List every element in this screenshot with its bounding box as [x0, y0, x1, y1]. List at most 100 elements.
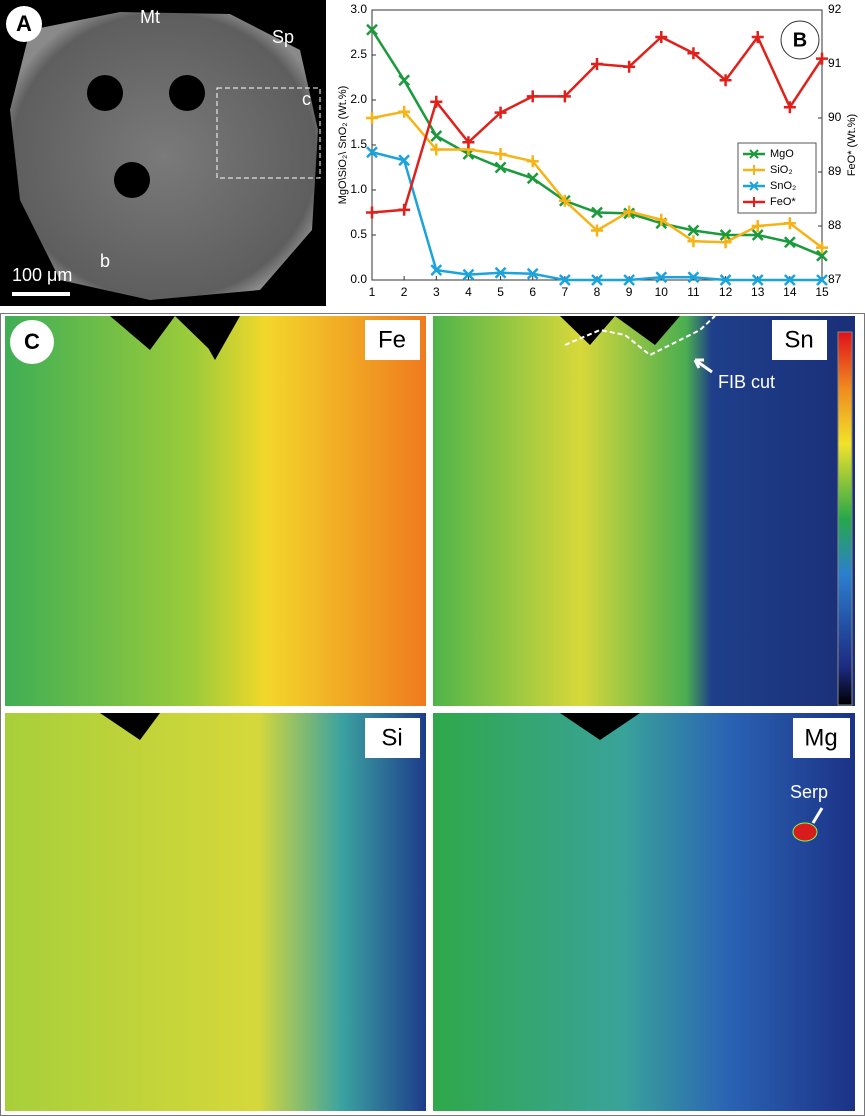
- legend-label: SnO₂: [770, 180, 796, 192]
- marker: [558, 90, 571, 103]
- marker: [783, 274, 796, 286]
- scale-bar: [12, 292, 70, 296]
- marker: [430, 95, 443, 108]
- annotation: Mt: [140, 7, 160, 27]
- legend-label: SiO₂: [770, 164, 793, 176]
- label-box: [793, 718, 850, 758]
- legend-marker: [749, 197, 759, 207]
- marker: [398, 203, 411, 216]
- serp-grain: [792, 822, 818, 842]
- marker: [783, 101, 796, 114]
- x-tick-label: 1: [369, 285, 376, 299]
- marker: [751, 31, 764, 43]
- x-tick-label: 14: [783, 285, 797, 299]
- pit: [87, 75, 123, 111]
- y2-tick-label: 88: [828, 218, 842, 232]
- void: [110, 316, 240, 360]
- marker: [719, 74, 732, 87]
- y-axis-label: MgO\SiO₂\ SnO₂ (Wt.%): [337, 86, 349, 205]
- marker: [494, 148, 507, 160]
- marker: [462, 136, 475, 149]
- panel-label: C: [24, 329, 40, 354]
- marker: [366, 146, 378, 159]
- pit: [114, 162, 150, 198]
- marker: [366, 112, 378, 124]
- map-sn: [433, 316, 855, 706]
- marker: [623, 60, 636, 73]
- y2-tick-label: 92: [828, 2, 842, 16]
- x-tick-label: 5: [497, 285, 504, 299]
- marker: [687, 47, 700, 60]
- marker: [655, 31, 668, 43]
- marker: [398, 105, 411, 118]
- x-tick-label: 11: [687, 285, 700, 299]
- marker: [687, 224, 700, 237]
- legend-label: FeO*: [770, 196, 796, 208]
- label-box: [365, 718, 420, 758]
- marker: [526, 155, 539, 168]
- panel-label: A: [16, 11, 32, 36]
- marker: [655, 271, 668, 284]
- y-tick-label: 0.5: [350, 227, 367, 241]
- void: [560, 316, 680, 345]
- x-tick-label: 4: [465, 285, 472, 299]
- y2-tick-label: 91: [828, 56, 842, 70]
- marker: [462, 268, 475, 281]
- marker: [558, 274, 571, 286]
- marker: [751, 274, 764, 286]
- marker: [816, 241, 828, 254]
- marker: [526, 90, 539, 103]
- marker: [558, 194, 571, 207]
- marker: [398, 74, 411, 87]
- map-mg: [433, 713, 855, 1111]
- marker: [687, 235, 700, 248]
- x-tick-label: 3: [433, 285, 440, 299]
- y2-tick-label: 90: [828, 110, 842, 124]
- marker: [591, 274, 603, 286]
- y2-tick-label: 89: [828, 164, 842, 178]
- x-tick-label: 15: [815, 285, 829, 299]
- marker: [430, 143, 443, 156]
- marker: [783, 217, 796, 230]
- pit: [169, 75, 205, 111]
- marker: [751, 220, 764, 232]
- marker: [719, 274, 732, 286]
- y-tick-label: 0.0: [350, 272, 367, 286]
- marker: [751, 229, 764, 241]
- legend-marker: [749, 165, 759, 175]
- marker: [655, 213, 668, 226]
- annotation: Serp: [790, 782, 828, 802]
- x-tick-label: 13: [751, 285, 765, 299]
- map-label: Mg: [804, 724, 837, 751]
- y2-tick-label: 87: [828, 272, 842, 286]
- map-label: Sn: [784, 326, 813, 353]
- arrow: [693, 358, 713, 374]
- marker: [783, 236, 796, 249]
- x-tick-label: 6: [529, 285, 536, 299]
- marker: [816, 52, 828, 65]
- y-tick-label: 3.0: [350, 2, 367, 16]
- marker: [591, 224, 603, 237]
- marker: [623, 205, 636, 218]
- y-tick-label: 2.5: [350, 47, 367, 61]
- marker: [591, 206, 603, 219]
- y-tick-label: 1.0: [350, 182, 367, 196]
- marker: [687, 271, 700, 284]
- color-bar: [837, 331, 853, 706]
- panel-badge: [10, 320, 54, 364]
- panel-badge: [780, 20, 820, 60]
- panel-label: B: [793, 29, 807, 51]
- marker: [623, 274, 636, 286]
- inset-box: [216, 87, 321, 179]
- x-tick-label: 12: [719, 285, 733, 299]
- scale-label: 100 μm: [12, 265, 72, 285]
- label-box: [365, 320, 420, 360]
- void: [100, 713, 640, 740]
- legend-label: MgO: [770, 148, 794, 160]
- x-tick-label: 10: [655, 285, 669, 299]
- map-fe: [5, 316, 426, 706]
- map-si: [5, 713, 426, 1111]
- x-tick-label: 8: [594, 285, 601, 299]
- annotation: FIB cut: [718, 372, 775, 392]
- grain: [10, 12, 318, 300]
